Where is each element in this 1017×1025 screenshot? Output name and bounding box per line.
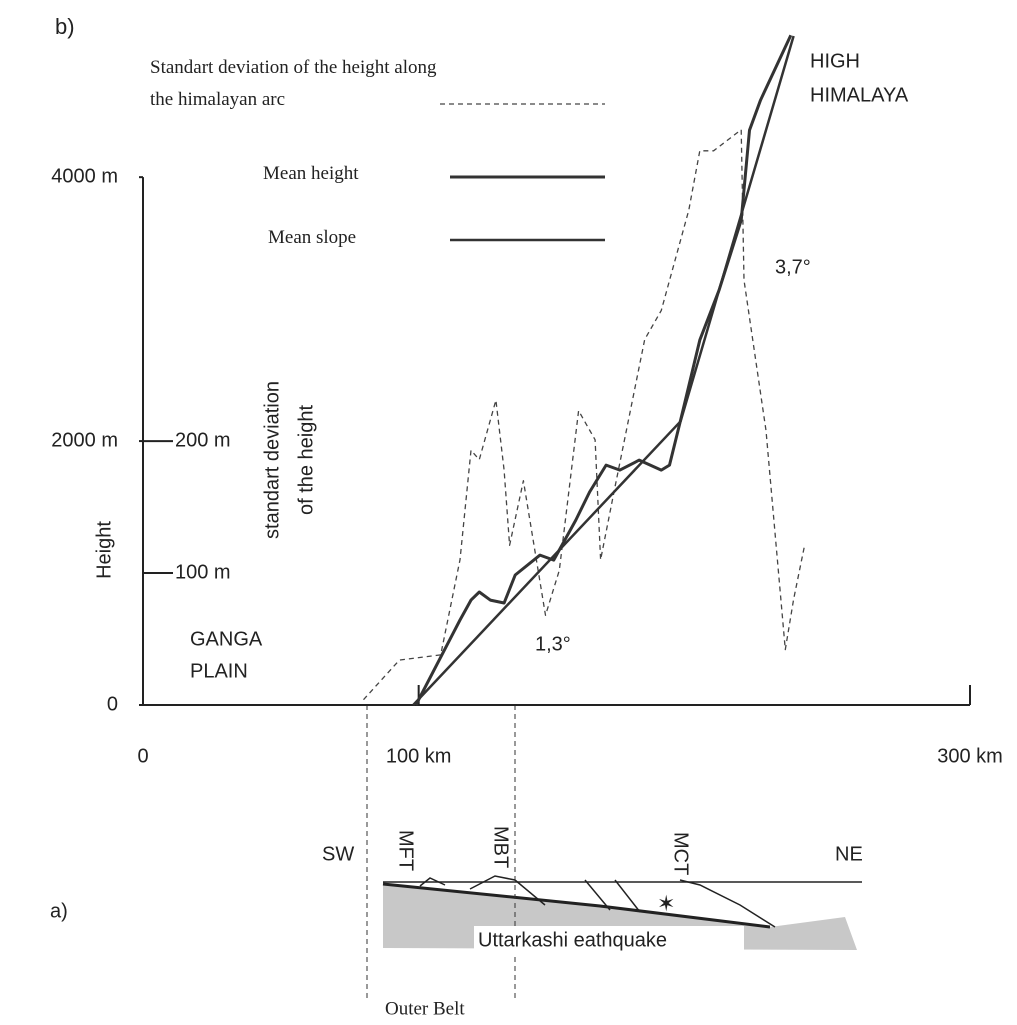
fault-mft [419, 877, 446, 887]
fault [584, 879, 611, 911]
y-tick-label: 4000 m [51, 165, 118, 187]
y-tick-label: 2000 m [51, 429, 118, 451]
y2-tick-label: 200 m [175, 429, 231, 451]
legend-label: Mean height [263, 163, 359, 184]
series-line [412, 35, 795, 706]
x-tick-label: 100 km [386, 745, 452, 767]
cross-section: ✶ a) SW NE MFT MBT MCT Uttarkashi eathqu… [50, 705, 863, 1019]
zone-label: Outer Belt [385, 998, 465, 1019]
legend-label: Standart deviation of the height along t… [150, 57, 437, 110]
fault-label: MBT [490, 826, 512, 868]
legend-entry: Standart deviation of the height along t… [150, 57, 437, 110]
direction-label: SW [322, 843, 354, 865]
annotation: HIGH [810, 50, 860, 72]
fault [614, 879, 641, 913]
y2-axis-label: standart deviation [261, 381, 283, 539]
legend-label: Mean slope [268, 227, 357, 248]
direction-label: NE [835, 843, 863, 865]
legend-entry: Mean slope [268, 227, 357, 248]
x-tick-label: 300 km [937, 745, 1003, 767]
legend-entry: Mean height [263, 163, 359, 184]
y-tick-label: 0 [107, 693, 118, 715]
series-line [363, 129, 806, 701]
fault-label: MCT [670, 832, 692, 875]
main-thrust [382, 882, 771, 929]
annotation: PLAIN [190, 660, 248, 682]
fault-mbt [469, 875, 546, 906]
panel-label: b) [55, 14, 75, 39]
epicenter-mark: ✶ [657, 891, 675, 916]
annotation: 3,7° [775, 256, 811, 278]
y-axis-label: Height [93, 521, 115, 579]
y2-tick-label: 100 m [175, 561, 231, 583]
fault-label: MFT [395, 830, 417, 871]
series-line [414, 34, 793, 706]
y2-axis-label: of the height [295, 405, 317, 516]
annotation: HIMALAYA [810, 84, 909, 106]
label-background [474, 926, 744, 954]
fault-mct [679, 879, 776, 928]
annotation: 1,3° [535, 633, 571, 655]
x-tick-label: 0 [137, 745, 148, 767]
event-label: Uttarkashi eathquake [478, 929, 667, 951]
annotation: GANGA [190, 628, 263, 650]
panel-label: a) [50, 900, 68, 922]
